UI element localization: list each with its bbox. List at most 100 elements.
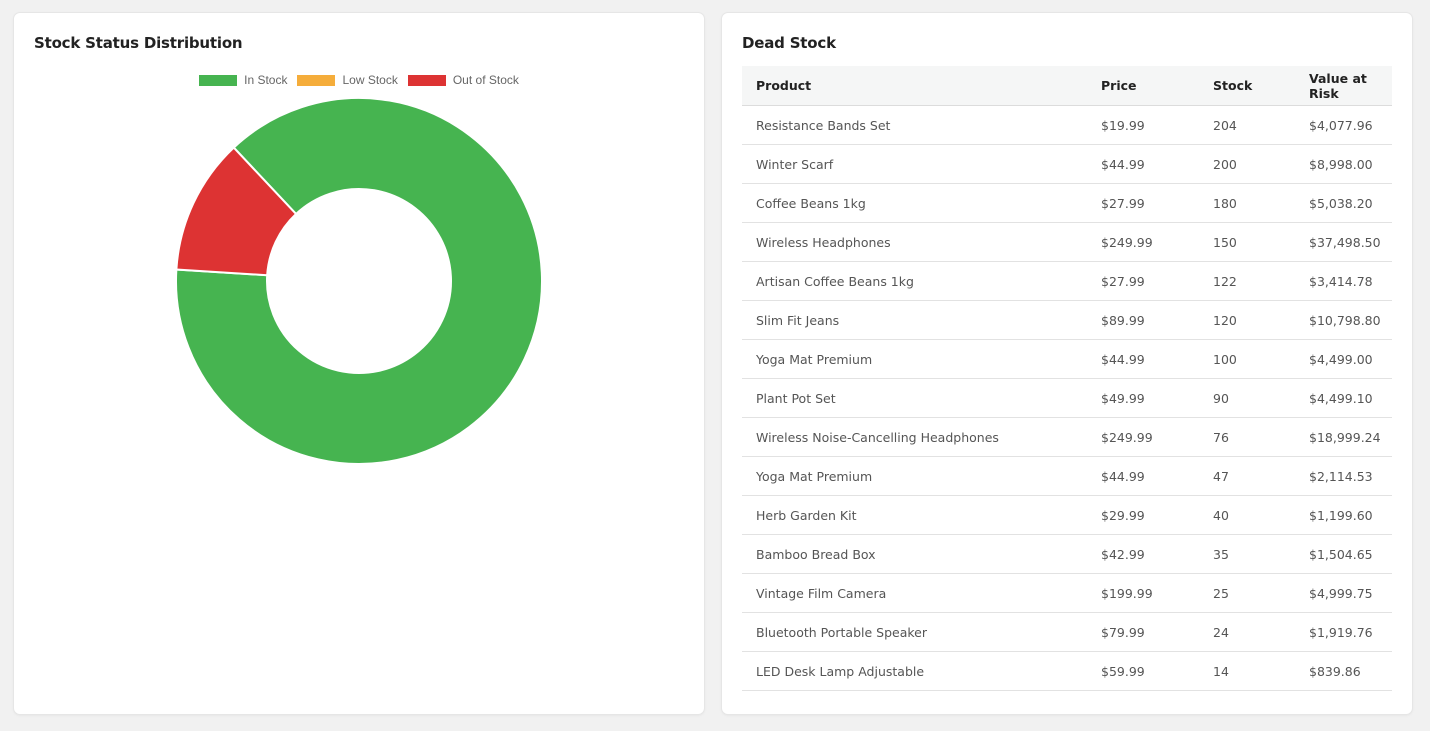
dead-stock-table: Product Price Stock Value at Risk Resist… xyxy=(742,66,1392,691)
cell-value-at-risk: $4,499.10 xyxy=(1295,378,1392,418)
cell-value-at-risk: $2,114.53 xyxy=(1295,456,1392,496)
cell-value-at-risk: $1,504.65 xyxy=(1295,534,1392,574)
table-header-row: Product Price Stock Value at Risk xyxy=(742,66,1392,106)
cell-product: Resistance Bands Set xyxy=(742,105,1087,145)
table-row: Slim Fit Jeans $89.99 120 $10,798.80 xyxy=(742,300,1392,340)
stock-status-card: Stock Status Distribution In Stock Low S… xyxy=(14,13,704,714)
cell-stock: 35 xyxy=(1199,534,1295,574)
stock-status-donut-chart xyxy=(175,97,543,465)
cell-product: Wireless Headphones xyxy=(742,222,1087,262)
cell-product: Coffee Beans 1kg xyxy=(742,183,1087,223)
dead-stock-title: Dead Stock xyxy=(742,34,836,52)
legend-label-low-stock: Low Stock xyxy=(342,73,398,87)
cell-stock: 180 xyxy=(1199,183,1295,223)
table-row: Yoga Mat Premium $44.99 100 $4,499.00 xyxy=(742,339,1392,379)
legend-item-in-stock[interactable]: In Stock xyxy=(199,73,287,87)
table-row: Vintage Film Camera $199.99 25 $4,999.75 xyxy=(742,573,1392,613)
dead-stock-table-wrapper: Product Price Stock Value at Risk Resist… xyxy=(742,66,1392,691)
cell-price: $27.99 xyxy=(1087,183,1199,223)
cell-product: Yoga Mat Premium xyxy=(742,339,1087,379)
cell-value-at-risk: $4,077.96 xyxy=(1295,105,1392,145)
cell-price: $44.99 xyxy=(1087,144,1199,184)
stock-status-title: Stock Status Distribution xyxy=(34,34,243,52)
cell-product: LED Desk Lamp Adjustable xyxy=(742,651,1087,691)
cell-price: $199.99 xyxy=(1087,573,1199,613)
cell-product: Yoga Mat Premium xyxy=(742,456,1087,496)
legend-swatch-out-of-stock xyxy=(407,74,446,86)
cell-stock: 14 xyxy=(1199,651,1295,691)
cell-stock: 150 xyxy=(1199,222,1295,262)
table-row: Artisan Coffee Beans 1kg $27.99 122 $3,414.… xyxy=(742,261,1392,301)
table-row: Wireless Headphones $249.99 150 $37,498.50 xyxy=(742,222,1392,262)
table-row: Coffee Beans 1kg $27.99 180 $5,038.20 xyxy=(742,183,1392,223)
dead-stock-card: Dead Stock Product Price Stock Value at … xyxy=(722,13,1412,714)
legend-item-low-stock[interactable]: Low Stock xyxy=(297,73,398,87)
cell-price: $49.99 xyxy=(1087,378,1199,418)
cell-product: Herb Garden Kit xyxy=(742,495,1087,535)
table-row: Bamboo Bread Box $42.99 35 $1,504.65 xyxy=(742,534,1392,574)
cell-stock: 204 xyxy=(1199,105,1295,145)
donut-slice-out-of-stock[interactable] xyxy=(175,146,298,277)
table-header: Product Price Stock Value at Risk xyxy=(742,66,1392,106)
cell-value-at-risk: $37,498.50 xyxy=(1295,222,1392,262)
cell-price: $249.99 xyxy=(1087,417,1199,457)
cell-price: $27.99 xyxy=(1087,261,1199,301)
cell-product: Bamboo Bread Box xyxy=(742,534,1087,574)
cell-price: $29.99 xyxy=(1087,495,1199,535)
table-body: Resistance Bands Set $19.99 204 $4,077.96 Wi… xyxy=(742,105,1392,691)
cell-stock: 76 xyxy=(1199,417,1295,457)
table-row: Resistance Bands Set $19.99 204 $4,077.96 xyxy=(742,105,1392,145)
cell-price: $79.99 xyxy=(1087,612,1199,652)
cell-product: Winter Scarf xyxy=(742,144,1087,184)
cell-value-at-risk: $839.86 xyxy=(1295,651,1392,691)
column-header-price: Price xyxy=(1087,66,1199,106)
cell-value-at-risk: $8,998.00 xyxy=(1295,144,1392,184)
column-header-value-at-risk: Value at Risk xyxy=(1295,66,1392,106)
cell-value-at-risk: $10,798.80 xyxy=(1295,300,1392,340)
table-row: Plant Pot Set $49.99 90 $4,499.10 xyxy=(742,378,1392,418)
cell-stock: 120 xyxy=(1199,300,1295,340)
cell-value-at-risk: $18,999.24 xyxy=(1295,417,1392,457)
legend-label-out-of-stock: Out of Stock xyxy=(452,73,519,87)
cell-price: $44.99 xyxy=(1087,339,1199,379)
table-row: Bluetooth Portable Speaker $79.99 24 $1,919… xyxy=(742,612,1392,652)
table-row: Yoga Mat Premium $44.99 47 $2,114.53 xyxy=(742,456,1392,496)
legend-swatch-low-stock xyxy=(297,74,336,86)
cell-stock: 122 xyxy=(1199,261,1295,301)
chart-legend: In Stock Low Stock Out of Stock xyxy=(14,73,704,87)
cell-stock: 90 xyxy=(1199,378,1295,418)
cell-price: $19.99 xyxy=(1087,105,1199,145)
cell-price: $249.99 xyxy=(1087,222,1199,262)
donut-slice-in-stock[interactable] xyxy=(175,97,543,465)
cell-price: $44.99 xyxy=(1087,456,1199,496)
table-row: LED Desk Lamp Adjustable $59.99 14 $839.86 xyxy=(742,651,1392,691)
cell-value-at-risk: $4,499.00 xyxy=(1295,339,1392,379)
column-header-stock: Stock xyxy=(1199,66,1295,106)
legend-swatch-in-stock xyxy=(199,74,238,86)
table-row: Wireless Noise-Cancelling Headphones $249… xyxy=(742,417,1392,457)
cell-value-at-risk: $5,038.20 xyxy=(1295,183,1392,223)
cell-product: Bluetooth Portable Speaker xyxy=(742,612,1087,652)
cell-product: Artisan Coffee Beans 1kg xyxy=(742,261,1087,301)
table-row: Herb Garden Kit $29.99 40 $1,199.60 xyxy=(742,495,1392,535)
cell-stock: 47 xyxy=(1199,456,1295,496)
legend-item-out-of-stock[interactable]: Out of Stock xyxy=(407,73,519,87)
column-header-product: Product xyxy=(742,66,1087,106)
cell-value-at-risk: $3,414.78 xyxy=(1295,261,1392,301)
table-row: Winter Scarf $44.99 200 $8,998.00 xyxy=(742,144,1392,184)
cell-product: Wireless Noise-Cancelling Headphones xyxy=(742,417,1087,457)
cell-stock: 100 xyxy=(1199,339,1295,379)
cell-price: $59.99 xyxy=(1087,651,1199,691)
cell-product: Slim Fit Jeans xyxy=(742,300,1087,340)
cell-product: Plant Pot Set xyxy=(742,378,1087,418)
cell-stock: 40 xyxy=(1199,495,1295,535)
cell-value-at-risk: $1,919.76 xyxy=(1295,612,1392,652)
cell-price: $89.99 xyxy=(1087,300,1199,340)
cell-product: Vintage Film Camera xyxy=(742,573,1087,613)
cell-stock: 200 xyxy=(1199,144,1295,184)
legend-label-in-stock: In Stock xyxy=(244,73,288,87)
cell-value-at-risk: $4,999.75 xyxy=(1295,573,1392,613)
cell-stock: 25 xyxy=(1199,573,1295,613)
cell-stock: 24 xyxy=(1199,612,1295,652)
cell-value-at-risk: $1,199.60 xyxy=(1295,495,1392,535)
